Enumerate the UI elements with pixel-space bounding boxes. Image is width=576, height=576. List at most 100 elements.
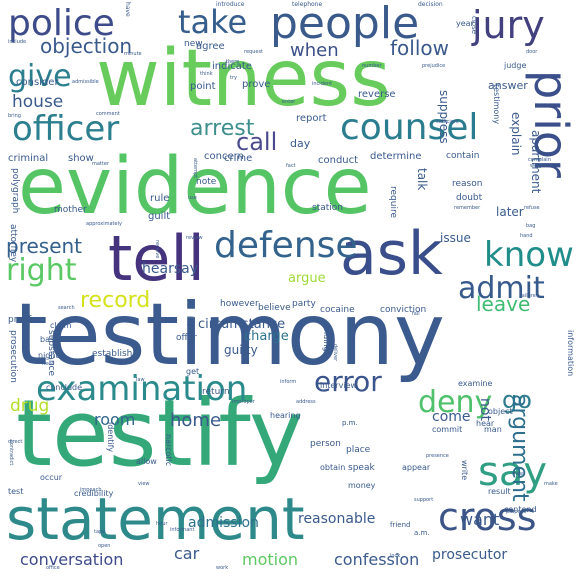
word-minute: minute [124,51,142,57]
word-report: report [296,113,327,124]
word-require: require [388,186,398,218]
word-number: number [362,63,382,69]
word-mother: mother [54,205,87,215]
word-direct: direct [8,439,23,445]
word-informant: informant [170,527,195,533]
word-return: return [202,387,230,397]
word-error: error [314,365,382,398]
word-view: view [138,481,150,487]
word-indicate: indicate [212,61,252,72]
word-open: open [98,543,111,549]
word-go: go [502,386,532,414]
word-hour: hour [156,521,168,527]
word-admissible: admissible [72,79,99,85]
word-occur: occur [40,473,63,482]
word-prosecutor: prosecutor [432,547,508,563]
word-crime: crime [224,153,253,164]
word-incident: incident [312,81,333,87]
word-prior: prior [524,70,576,178]
word-testify: testify [16,380,304,487]
word-officer: officer [12,109,120,149]
word-counsel: counsel [340,107,479,148]
word-speak: speak [348,463,375,473]
word-include: include [8,39,27,45]
word-issue: issue [440,231,471,245]
word-come: come [432,409,471,425]
word-sufficient: sufficient [436,119,459,125]
word-people: people [270,0,420,49]
word-cocaine: cocaine [320,305,355,315]
word-interrogation: interrogation [188,316,194,349]
word-there: there [226,59,240,65]
word-friend: friend [390,521,411,529]
word-allow: allow [136,457,157,466]
word-bring: bring [8,113,21,119]
word-bag: bag [526,223,536,229]
word-contradict: contradict [8,440,14,466]
word-reasonable: reasonable [298,511,376,527]
word-charge: charge [244,329,289,344]
word-law: law [136,377,145,383]
word-money: money [348,481,376,490]
word-note: note [196,177,217,187]
word-admission: admission [188,515,259,531]
word-office: office [46,565,60,571]
word-fail: fail [412,311,420,317]
word-hand: hand [520,233,533,239]
word-substance: substance [46,330,56,377]
word-year: year [456,19,474,28]
word-present: present [6,234,83,258]
word-commit: commit [432,425,463,434]
word-purpose: purpose [506,509,527,515]
word-say: say [478,449,548,495]
word-prejudice: prejudice [422,63,446,69]
word-p-m: p.m. [342,419,358,427]
word-have: have [124,2,131,17]
word-judge: judge [504,61,527,70]
word-answer: answer [488,79,528,92]
word-base: base [40,335,60,344]
word-witness: witness [96,34,391,124]
word-narcotic: narcotic [164,434,173,467]
word-deny: deny [418,385,493,420]
word-complain: complain [528,157,551,163]
word-statement: statement [6,485,305,553]
word-tape: tape [94,529,106,535]
word-new: new [184,39,203,49]
word-conduct: conduct [318,155,359,166]
word-conversation: conversation [20,550,124,569]
word-try: try [230,75,237,81]
word-determine: determine [370,151,422,162]
word-deliver: deliver [332,344,338,362]
word-police: police [8,3,115,44]
word-object: object [488,407,513,416]
word-point: point [190,81,216,92]
word-support: support [414,497,434,503]
word-make: make [544,481,558,487]
word-examination: examination [36,369,248,409]
word-get: get [186,367,200,376]
word-later: later [496,205,524,219]
word-introduce: introduce [216,1,245,8]
word-take: take [178,3,248,41]
word-fact: fact [286,163,296,169]
word-guilt: guilt [148,211,171,222]
word-apartment: apartment [529,130,543,194]
word-night: night [38,351,59,360]
word-defense: defense [214,225,358,266]
word-result: result [488,487,511,496]
word-credibility: credibility [74,489,114,498]
word-hear: hear [476,419,495,428]
word-criminal: criminal [8,153,49,164]
word-reason: reason [452,179,483,189]
word-man: man [484,425,502,434]
word-follow: follow [390,36,449,60]
word-claim: claim [50,321,72,330]
word-finding: finding [322,324,331,352]
word-address: address [296,399,316,405]
word-guilty: guilty [224,343,258,357]
word-day: day [290,137,311,150]
word-concern: concern [204,151,244,162]
word-tell: tell [108,222,205,295]
word-house: house [12,92,64,112]
